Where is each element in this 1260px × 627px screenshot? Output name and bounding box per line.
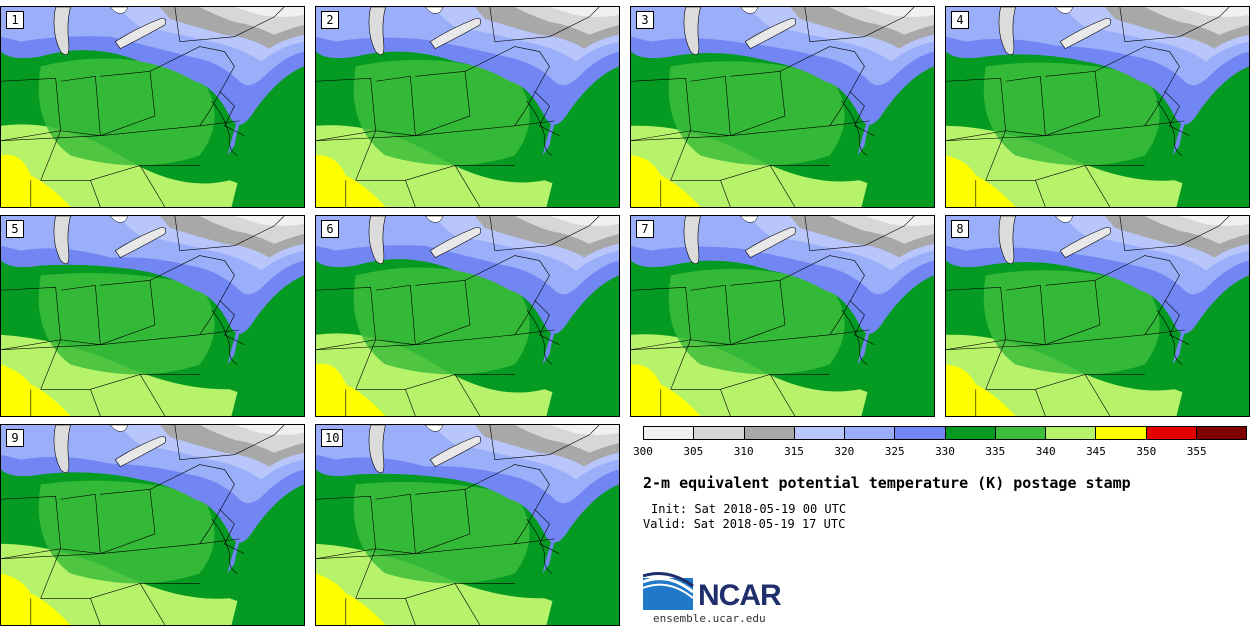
member-label: 2 bbox=[321, 11, 339, 29]
tick-label-355: 355 bbox=[1186, 445, 1207, 458]
member-label: 5 bbox=[6, 220, 24, 238]
member-label: 10 bbox=[321, 429, 344, 447]
colorbar-bin-305 bbox=[694, 427, 745, 439]
member-label: 4 bbox=[951, 11, 969, 29]
tick-label-335: 335 bbox=[985, 445, 1006, 458]
member-panel-3: 3 bbox=[630, 6, 935, 208]
tick-label-330: 330 bbox=[935, 445, 955, 458]
member-label: 8 bbox=[951, 220, 969, 238]
tick-label-300: 300 bbox=[633, 445, 653, 458]
member-panel-1: 1 bbox=[0, 6, 305, 208]
member-panel-9: 9 bbox=[0, 424, 305, 626]
tick-label-345: 345 bbox=[1086, 445, 1106, 458]
tick-label-340: 340 bbox=[1035, 445, 1056, 458]
member-label: 1 bbox=[6, 11, 24, 29]
colorbar-bin-315 bbox=[794, 427, 845, 439]
tick-label-315: 315 bbox=[784, 445, 804, 458]
valid-time: Valid: Sat 2018-05-19 17 UTC bbox=[643, 517, 846, 531]
colorbar-bin-340 bbox=[1046, 427, 1097, 439]
colorbar-bin-355 bbox=[1196, 427, 1246, 439]
tick-label-350: 350 bbox=[1136, 445, 1157, 458]
member-panel-8: 8 bbox=[945, 215, 1250, 417]
colorbar-bin-345 bbox=[1096, 427, 1147, 439]
chart-title: 2-m equivalent potential temperature (K)… bbox=[643, 474, 1131, 492]
colorbar-bin-335 bbox=[995, 427, 1046, 439]
ncar-logo-text: NCAR bbox=[698, 579, 782, 612]
member-panel-5: 5 bbox=[0, 215, 305, 417]
ncar-logo-icon bbox=[643, 572, 694, 610]
member-panel-7: 7 bbox=[630, 215, 935, 417]
site-url: ensemble.ucar.edu bbox=[653, 612, 766, 625]
colorbar-bin-300 bbox=[644, 427, 695, 439]
tick-label-320: 320 bbox=[834, 445, 855, 458]
tick-label-325: 325 bbox=[884, 445, 905, 458]
member-panel-6: 6 bbox=[315, 215, 620, 417]
colorbar bbox=[643, 426, 1247, 440]
colorbar-bin-325 bbox=[895, 427, 946, 439]
colorbar-bin-320 bbox=[845, 427, 896, 439]
tick-label-310: 310 bbox=[733, 445, 754, 458]
colorbar-bin-350 bbox=[1146, 427, 1197, 439]
member-label: 9 bbox=[6, 429, 24, 447]
member-panel-10: 10 bbox=[315, 424, 620, 626]
member-label: 7 bbox=[636, 220, 654, 238]
colorbar-bin-310 bbox=[744, 427, 795, 439]
member-label: 3 bbox=[636, 11, 654, 29]
member-panel-2: 2 bbox=[315, 6, 620, 208]
colorbar-ticks: 300 305 310 315 320 325 330 335 340 345 350 355 bbox=[633, 445, 1247, 459]
member-panel-4: 4 bbox=[945, 6, 1250, 208]
tick-label-305: 305 bbox=[683, 445, 704, 458]
member-label: 6 bbox=[321, 220, 339, 238]
init-time: Init: Sat 2018-05-19 00 UTC bbox=[651, 502, 847, 516]
colorbar-bin-330 bbox=[945, 427, 996, 439]
